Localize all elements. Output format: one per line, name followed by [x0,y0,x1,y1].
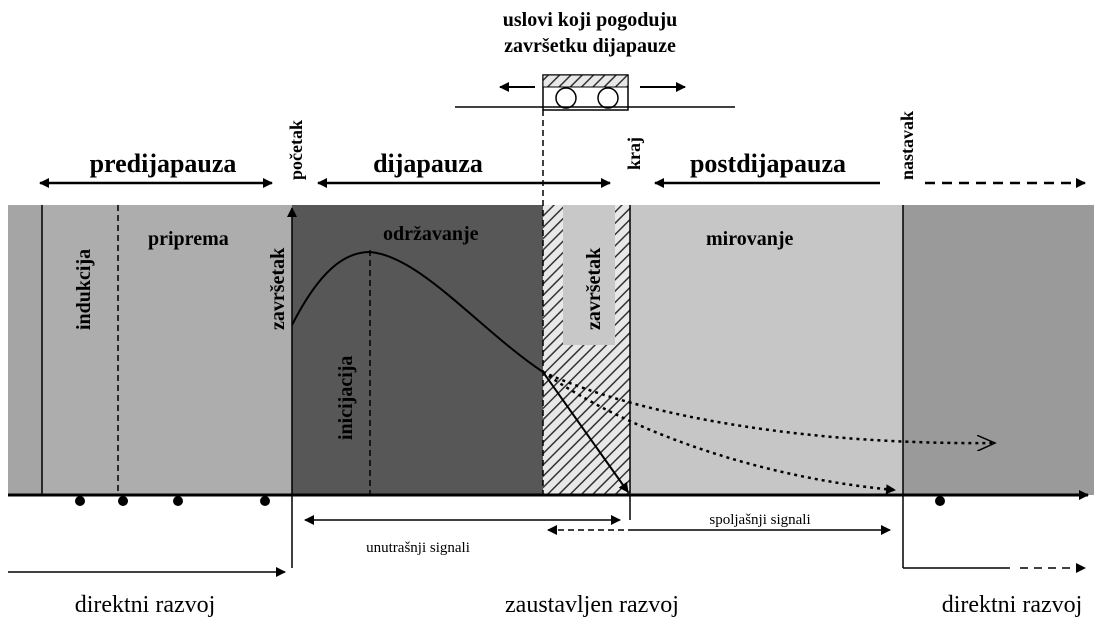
band [8,205,1094,495]
lines [8,74,1089,577]
phase-marker: nastavak [897,111,917,180]
phase-marker: kraj [624,137,644,170]
bottom-label: direktni razvoj [942,592,1083,618]
stage-label: inicijacija [335,356,357,440]
stage-label: indukcija [73,249,95,330]
signal-label: unutrašnji signali [366,540,470,556]
phase-label: dijapauza [373,149,483,178]
stage-label: mirovanje [706,228,794,250]
bottom-label: direktni razvoj [75,592,216,618]
bottom-label: zaustavljen razvoj [505,592,679,618]
dots [75,496,945,506]
phase-marker: početak [286,120,306,180]
hatched-box [542,74,629,88]
phase-label: predijapauza [90,149,237,178]
phase-label: postdijapauza [690,149,846,178]
stage-label: završetak [267,247,289,330]
stage-label: priprema [148,228,229,250]
stage-label: održavanje [383,223,479,245]
stage-label: završetak [583,247,605,330]
signal-label: spoljašnji signali [709,512,810,528]
title-line: završetku dijapauze [504,35,676,57]
title-line: uslovi koji pogoduju [503,9,678,31]
